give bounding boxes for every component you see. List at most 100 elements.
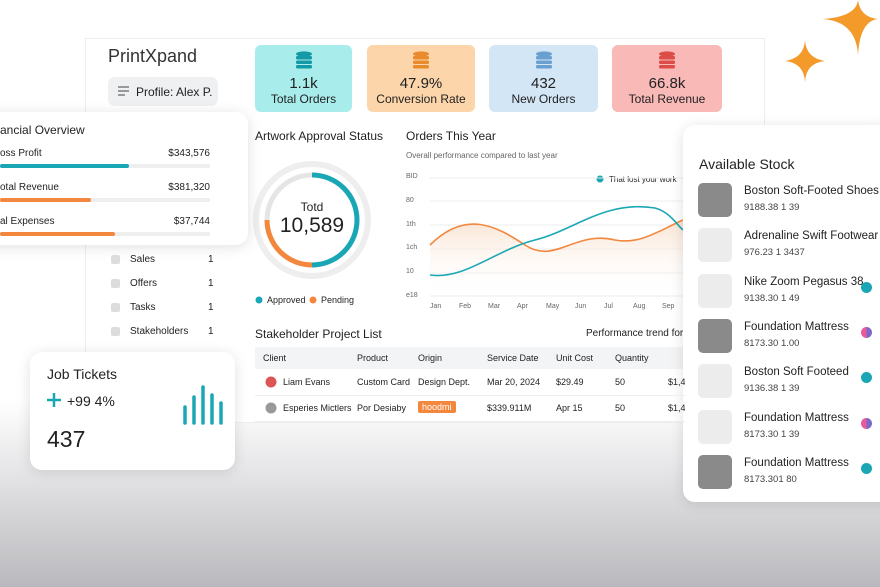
status-dot [861, 372, 872, 384]
plus-icon [47, 393, 61, 407]
table-header-cell: Unit Cost [556, 353, 594, 363]
progress-bar [0, 198, 91, 202]
card-title: Available Stock [699, 156, 795, 172]
table-header [255, 347, 685, 369]
menu-count: 1 [208, 278, 214, 289]
table-header-cell: Service Date [487, 353, 539, 363]
y-tick-label: e18 [406, 292, 418, 299]
section-title: Artwork Approval Status [255, 129, 384, 143]
finance-value: $37,744 [173, 216, 210, 227]
donut-chart [253, 161, 371, 279]
table-cell: $339.911M [487, 403, 532, 413]
finance-label: oss Profit [0, 148, 42, 159]
product-name[interactable]: Foundation Mattress [744, 456, 849, 469]
table-cell: Liam Evans [283, 377, 331, 387]
y-tick-label: BID [406, 173, 418, 180]
x-tick-label: Feb [459, 303, 472, 310]
menu-icon [111, 255, 120, 264]
product-thumbnail [698, 454, 732, 489]
menu-icon [111, 303, 120, 312]
y-tick-label: 10 [406, 268, 414, 276]
table-cell: Apr 15 [556, 403, 583, 413]
kpi-label: Total Revenue [628, 92, 706, 106]
trend-label: Performance trend for l [586, 328, 686, 339]
menu-item[interactable]: Stakeholders [130, 326, 189, 337]
y-tick-label: 80 [406, 196, 414, 204]
menu-icon [111, 327, 120, 336]
brand: PrintXpand [108, 46, 198, 66]
kpi-label: Total Orders [270, 92, 337, 106]
product-name[interactable]: Adrenaline Swift Footwear [744, 230, 879, 243]
product-name[interactable]: Boston Soft-Footed Shoes [744, 185, 879, 197]
table-cell: $29.49 [556, 377, 584, 387]
menu-icon [111, 279, 120, 288]
legend-dots [255, 296, 317, 304]
kpi-card[interactable]: 1.1k Total Orders [255, 45, 352, 112]
menu-item[interactable]: Sales [130, 254, 156, 265]
product-code: 8173.301 80 [744, 473, 797, 485]
kpi-card[interactable]: 47.9% Conversion Rate [367, 45, 475, 112]
product-thumbnail [698, 273, 732, 308]
kpi-value: 1.1k [289, 75, 318, 92]
legend-label: That lost your work [609, 175, 677, 184]
finance-value: $381,320 [168, 182, 210, 193]
line-chart [429, 177, 684, 297]
kpi-value: 432 [530, 75, 557, 92]
product-thumbnail [698, 318, 732, 353]
y-tick-label: 1ch [406, 244, 418, 252]
menu-item[interactable]: Offers [130, 278, 158, 289]
donut-label: Totd [300, 200, 324, 214]
job-tickets-card [30, 352, 235, 470]
product-code: 9138.30 1 49 [744, 292, 800, 304]
product-name[interactable]: Nike Zoom Pegasus 38 [744, 275, 864, 288]
value: 437 [47, 426, 86, 452]
avatar [265, 402, 277, 414]
product-thumbnail [698, 409, 732, 444]
section-title: Orders This Year [406, 129, 496, 143]
product-thumbnail [698, 364, 732, 399]
avatar [265, 376, 277, 388]
x-tick-label: Jun [575, 303, 587, 310]
menu-count: 1 [208, 254, 214, 265]
product-code: 8173.30 1 39 [744, 428, 800, 440]
product-name[interactable]: Foundation Mattress [744, 320, 849, 333]
progress-track [0, 198, 210, 202]
x-tick-label: Aug [633, 303, 646, 310]
card-title: ancial Overview [0, 123, 85, 137]
product-name[interactable]: Foundation Mattress [744, 411, 849, 424]
section-title: Stakeholder Project List [255, 327, 382, 341]
table-cell: 50 [615, 403, 626, 413]
product-thumbnail [698, 183, 732, 217]
product-code: 9188.38 1 39 [744, 202, 800, 213]
legend-label: Pending [321, 295, 355, 305]
status-dot [861, 281, 872, 293]
x-tick-label: Sep [662, 303, 675, 310]
table-cell: $1,47 [668, 377, 685, 387]
kpi-value: 47.9% [399, 75, 443, 92]
table-header-cell: Product [357, 353, 389, 363]
product-code: 9136.38 1 39 [744, 383, 800, 395]
legend-dot [596, 175, 604, 183]
card-title: Job Tickets [47, 366, 118, 382]
kpi-label: Conversion Rate [376, 92, 466, 106]
kpi-card[interactable]: 432 New Orders [489, 45, 598, 112]
y-tick-label: 1th [406, 220, 416, 228]
table-header-cell: Quantity [615, 353, 649, 363]
coin-icon [295, 51, 312, 69]
change: +99 4% [67, 393, 115, 409]
legend-label: Approved [267, 295, 306, 305]
bars-icon [183, 385, 223, 425]
coin-icon [659, 51, 675, 69]
sparkle-decoration [785, 0, 878, 82]
coin-icon [535, 51, 552, 69]
table-cell: hoodmi [418, 401, 456, 413]
menu-count: 1 [208, 326, 214, 337]
table-cell: Custom Card [357, 377, 411, 387]
menu-item[interactable]: Tasks [130, 302, 156, 313]
table-cell: Esperies Mictlers [283, 403, 352, 413]
product-code: 8173.30 1.00 [744, 337, 800, 349]
row-divider [255, 395, 685, 396]
product-name[interactable]: Boston Soft Footeed [744, 366, 849, 379]
donut-value: 10,589 [279, 214, 345, 237]
